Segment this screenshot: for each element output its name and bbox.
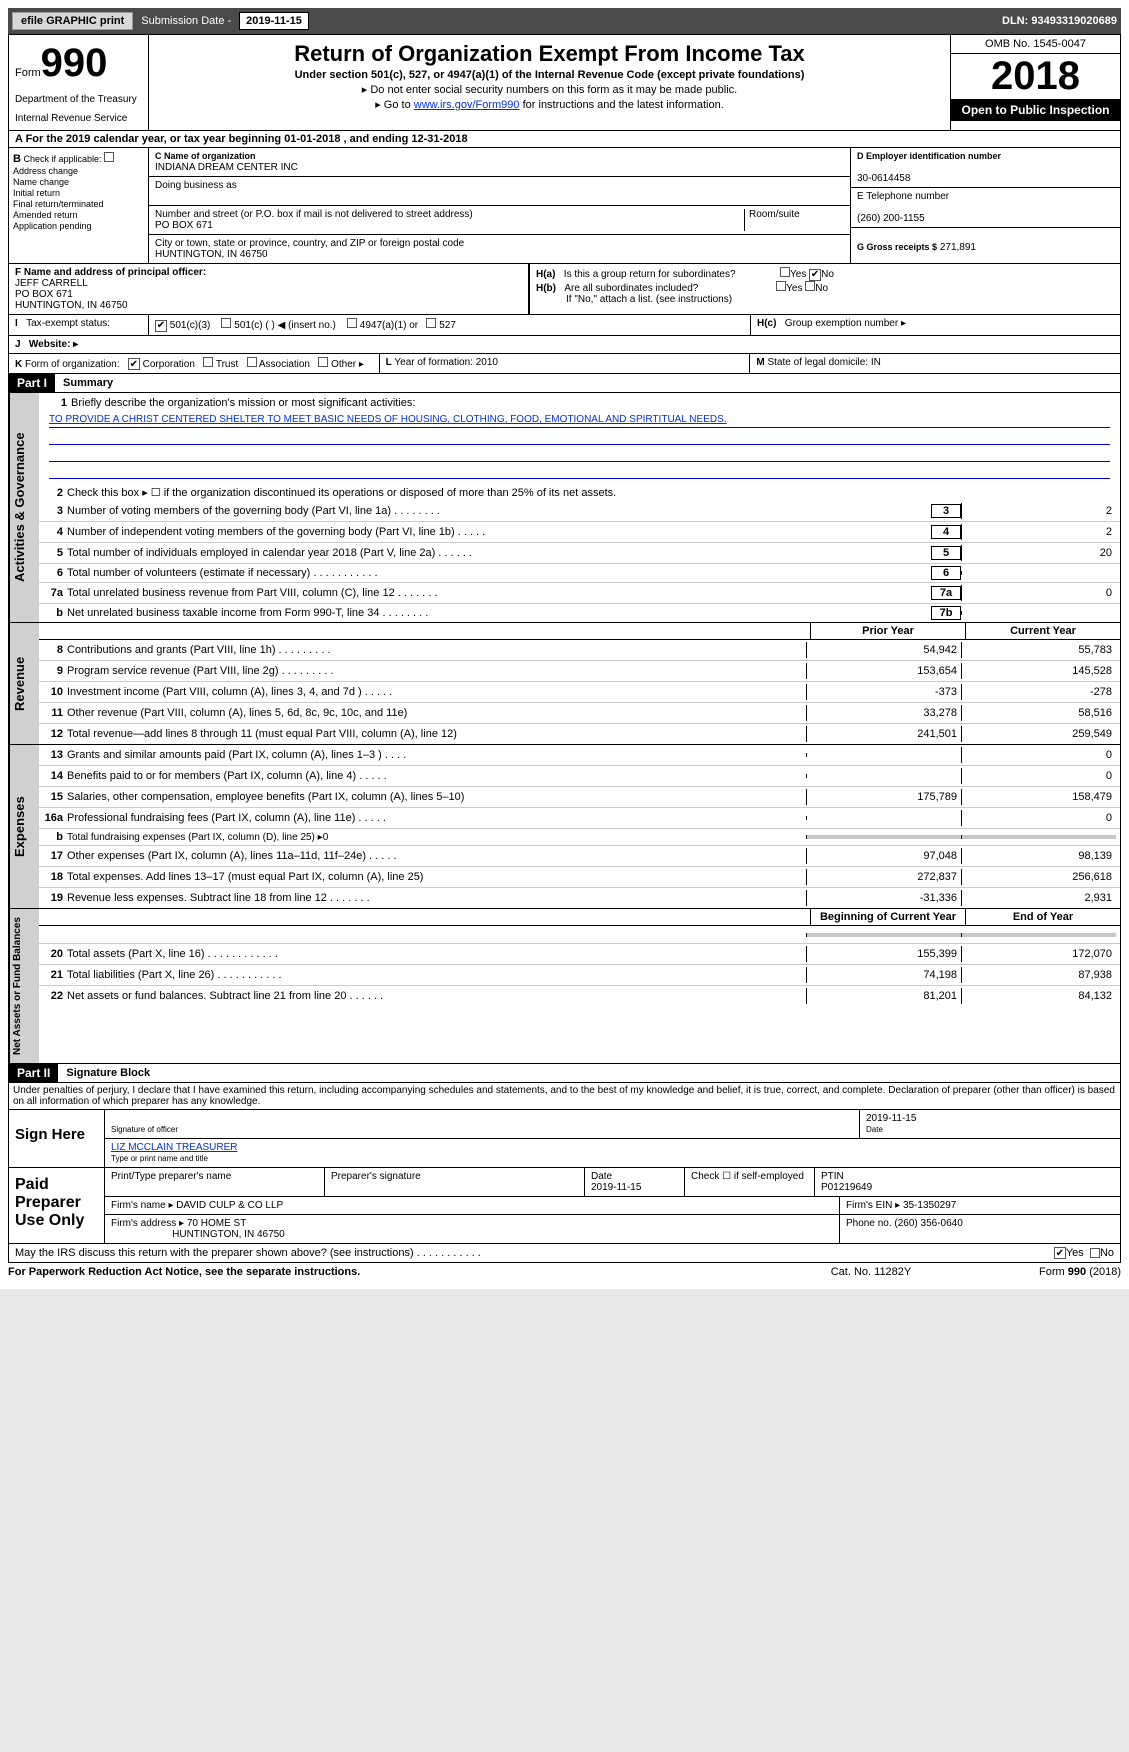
form-page: efile GRAPHIC print Submission Date - 20… xyxy=(0,0,1129,1289)
row-f-h: F Name and address of principal officer:… xyxy=(8,264,1121,315)
ein: 30-0614458 xyxy=(857,173,910,184)
row-a: A For the 2019 calendar year, or tax yea… xyxy=(8,131,1121,148)
no-checkbox[interactable] xyxy=(1090,1248,1100,1258)
gross-receipts: 271,891 xyxy=(940,242,976,253)
row-j: J Website: ▸ xyxy=(8,336,1121,354)
col-d: D Employer identification number30-06144… xyxy=(850,148,1120,263)
submission-label: Submission Date - xyxy=(141,15,231,27)
phone: (260) 200-1155 xyxy=(857,213,925,224)
header-right: OMB No. 1545-0047 2018 Open to Public In… xyxy=(950,35,1120,130)
net-assets-section: Net Assets or Fund Balances Beginning of… xyxy=(8,909,1121,1064)
paid-preparer-label: Paid Preparer Use Only xyxy=(9,1168,104,1243)
row-i: I Tax-exempt status: ✔ 501(c)(3) 501(c) … xyxy=(8,315,1121,336)
part2-header: Part II Signature Block xyxy=(8,1064,1121,1083)
may-discuss-row: May the IRS discuss this return with the… xyxy=(8,1244,1121,1263)
main-info: B Check if applicable: Address change Na… xyxy=(8,148,1121,264)
header-middle: Return of Organization Exempt From Incom… xyxy=(149,35,950,130)
checkbox-icon[interactable] xyxy=(104,152,114,162)
form-label: Form xyxy=(15,67,41,79)
checkbox-checked-icon[interactable]: ✔ xyxy=(809,269,821,281)
row-k-l-m: K Form of organization: ✔ Corporation Tr… xyxy=(8,354,1121,375)
form-header: Form990 Department of the Treasury Inter… xyxy=(8,34,1121,131)
governance-section: Activities & Governance 1Briefly describ… xyxy=(8,393,1121,623)
org-name: INDIANA DREAM CENTER INC xyxy=(155,162,298,173)
part1-header: Part I Summary xyxy=(8,374,1121,393)
governance-label: Activities & Governance xyxy=(9,393,39,622)
perjury-statement: Under penalties of perjury, I declare th… xyxy=(8,1083,1121,1110)
header-left: Form990 Department of the Treasury Inter… xyxy=(9,35,149,130)
note-ssn: ▸ Do not enter social security numbers o… xyxy=(155,83,944,96)
form-number: 990 xyxy=(41,41,108,85)
col-b: B Check if applicable: Address change Na… xyxy=(9,148,149,263)
org-city: HUNTINGTON, IN 46750 xyxy=(155,249,268,260)
revenue-label: Revenue xyxy=(9,623,39,744)
col-c: C Name of organizationINDIANA DREAM CENT… xyxy=(149,148,850,263)
expenses-label: Expenses xyxy=(9,745,39,908)
irs-link[interactable]: www.irs.gov/Form990 xyxy=(414,99,520,111)
revenue-section: Revenue Prior YearCurrent Year 8Contribu… xyxy=(8,623,1121,745)
irs-label: Internal Revenue Service xyxy=(15,113,142,124)
paid-preparer-block: Paid Preparer Use Only Print/Type prepar… xyxy=(8,1168,1121,1244)
footer: For Paperwork Reduction Act Notice, see … xyxy=(8,1263,1121,1281)
efile-print-button[interactable]: efile GRAPHIC print xyxy=(12,12,133,30)
expenses-section: Expenses 13Grants and similar amounts pa… xyxy=(8,745,1121,909)
top-bar: efile GRAPHIC print Submission Date - 20… xyxy=(8,8,1121,34)
note-link: ▸ Go to www.irs.gov/Form990 for instruct… xyxy=(155,98,944,111)
mission-text: TO PROVIDE A CHRIST CENTERED SHELTER TO … xyxy=(49,414,727,425)
org-address: PO BOX 671 xyxy=(155,220,213,231)
sign-here-label: Sign Here xyxy=(9,1110,104,1167)
dept-treasury: Department of the Treasury xyxy=(15,94,142,105)
omb-number: OMB No. 1545-0047 xyxy=(951,35,1120,54)
form-subtitle: Under section 501(c), 527, or 4947(a)(1)… xyxy=(155,69,944,81)
open-public: Open to Public Inspection xyxy=(951,99,1120,121)
form-title: Return of Organization Exempt From Incom… xyxy=(155,41,944,67)
sign-here-block: Sign Here Signature of officer 2019-11-1… xyxy=(8,1110,1121,1168)
tax-year: 2018 xyxy=(951,54,1120,99)
yes-checkbox[interactable]: ✔ xyxy=(1054,1247,1066,1259)
dln: DLN: 93493319020689 xyxy=(1002,15,1117,27)
submission-date: 2019-11-15 xyxy=(239,12,309,30)
net-assets-label: Net Assets or Fund Balances xyxy=(9,909,39,1063)
